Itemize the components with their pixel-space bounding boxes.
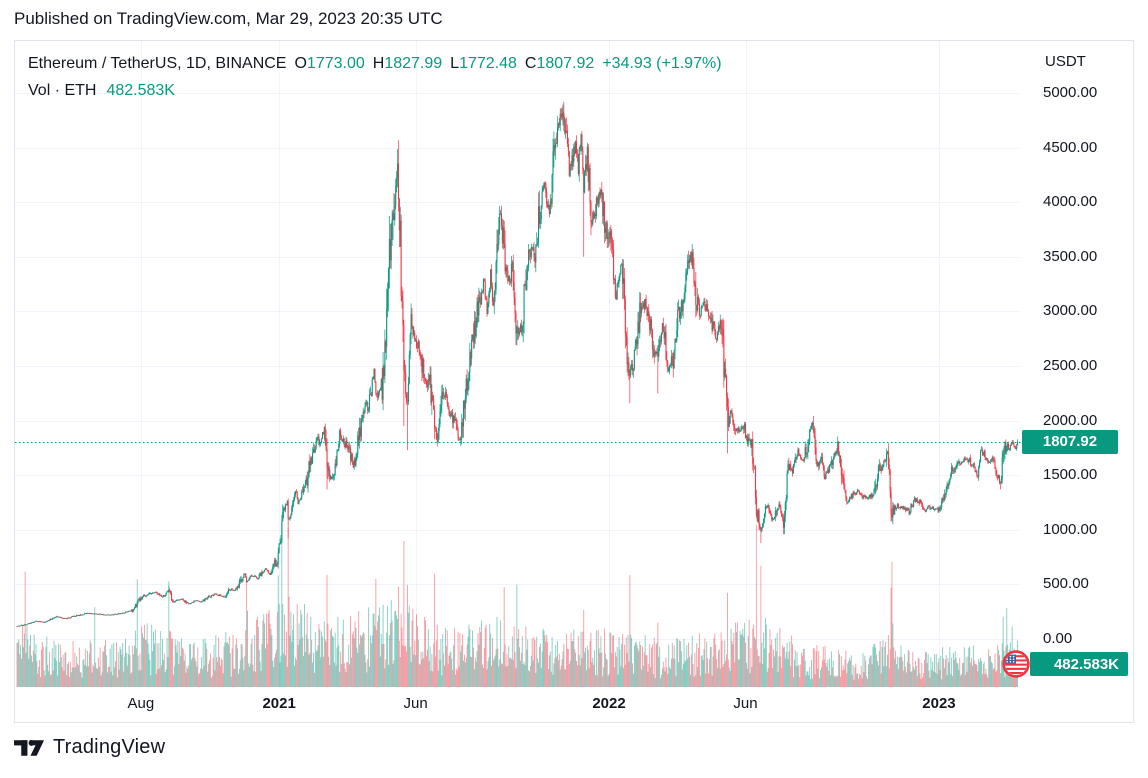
volume-badge: 482.583K [1030,652,1128,676]
price-axis-label: 2500.00 [1043,357,1098,374]
tradingview-logo[interactable]: TradingView [14,736,165,759]
price-axis-label: 5000.00 [1043,84,1098,101]
price-scale-currency: USDT [1045,53,1086,70]
volume-value: 482.583K [106,81,175,99]
chart-container: Ethereum / TetherUS, 1D, BINANCE O 1773.0… [14,40,1134,723]
price-axis-label: 4000.00 [1043,193,1098,211]
price-axis-label: 2000.00 [1043,411,1098,429]
last-price-badge: 1807.92 [1022,429,1118,454]
close-label: C [524,54,537,72]
time-axis-label: 2022 [592,695,626,712]
legend-symbol-row: Ethereum / TetherUS, 1D, BINANCE O 1773.0… [28,50,722,77]
low-label: L [450,54,460,72]
price-scale[interactable]: USDT 0.00 500.00 1000.00 1500.00 2000.00 2500… [1019,41,1133,687]
time-axis-label: Jun [733,695,758,712]
time-scale[interactable]: Aug 2021 Jun 2022 Jun 2023 [15,687,1019,722]
volume-label: Vol · ETH [28,81,97,99]
high-value: 1827.99 [384,54,443,72]
legend-volume-row: Vol · ETH 482.583K [28,77,722,104]
tradingview-logo-icon [14,739,44,757]
price-axis-label: 0.00 [1043,630,1073,647]
time-axis-label: 2021 [262,695,296,712]
price-axis-label: 3500.00 [1043,247,1098,265]
high-label: H [372,54,385,72]
chart-legend: Ethereum / TetherUS, 1D, BINANCE O 1773.0… [28,50,722,104]
price-axis-label: 500.00 [1043,575,1089,593]
us-flag-icon [1002,650,1030,678]
tradingview-logo-text: TradingView [53,736,166,758]
time-axis-label: Aug [127,695,155,712]
close-value: 1807.92 [536,54,595,72]
price-axis-label: 1500.00 [1043,466,1098,484]
price-axis-label: 1000.00 [1043,520,1098,538]
time-axis-label: Jun [403,695,428,712]
price-axis-label: 3000.00 [1043,302,1098,320]
change-value: +34.93 (+1.97%) [602,54,722,72]
open-label: O [294,54,307,72]
published-header: Published on TradingView.com, Mar 29, 20… [14,9,443,28]
low-value: 1772.48 [459,54,517,72]
time-axis-label: 2023 [922,695,956,712]
symbol-title: Ethereum / TetherUS, 1D, BINANCE [28,54,287,72]
price-chart-canvas[interactable] [15,41,1133,722]
open-value: 1773.00 [306,54,365,72]
price-axis-label: 4500.00 [1043,138,1098,156]
